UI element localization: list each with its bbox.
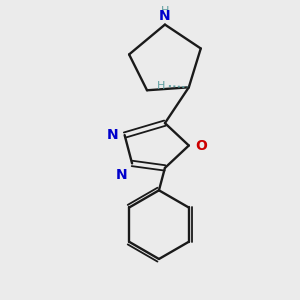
Text: N: N	[107, 128, 118, 142]
Text: H: H	[161, 6, 169, 16]
Text: N: N	[116, 168, 128, 182]
Text: O: O	[195, 139, 207, 152]
Text: H: H	[157, 81, 165, 91]
Text: N: N	[159, 9, 171, 23]
